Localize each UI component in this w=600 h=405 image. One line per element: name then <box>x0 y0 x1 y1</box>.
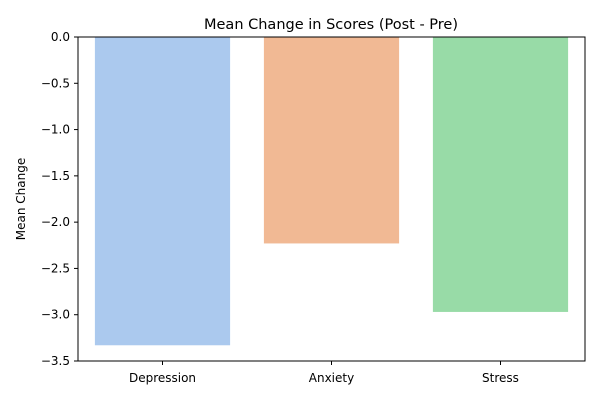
bar-depression <box>94 37 231 346</box>
bars-group <box>94 37 569 346</box>
y-axis-label: Mean Change <box>14 158 28 240</box>
y-tick-label: −2.5 <box>41 261 70 275</box>
y-tick-label: −3.0 <box>41 308 70 322</box>
chart-title: Mean Change in Scores (Post - Pre) <box>204 17 458 33</box>
x-tick-label: Stress <box>482 371 519 385</box>
y-tick-label: −1.5 <box>41 169 70 183</box>
x-tick-label: Depression <box>129 371 196 385</box>
y-ticks-group: 0.0 −0.5 −1.0 −1.5 −2.0 −2.5 −3.0 −3.5 <box>41 30 78 368</box>
plot-frame <box>77 36 586 362</box>
bar-anxiety <box>263 37 400 244</box>
x-ticks-group: Depression Anxiety Stress <box>129 361 519 385</box>
y-tick-label: −2.0 <box>41 215 70 229</box>
y-tick-label: −1.0 <box>41 123 70 137</box>
y-tick-label: −0.5 <box>41 76 70 90</box>
y-tick-label: −3.5 <box>41 354 70 368</box>
y-tick-label: 0.0 <box>51 30 70 44</box>
x-tick-label: Anxiety <box>309 371 354 385</box>
bar-stress <box>432 37 569 312</box>
